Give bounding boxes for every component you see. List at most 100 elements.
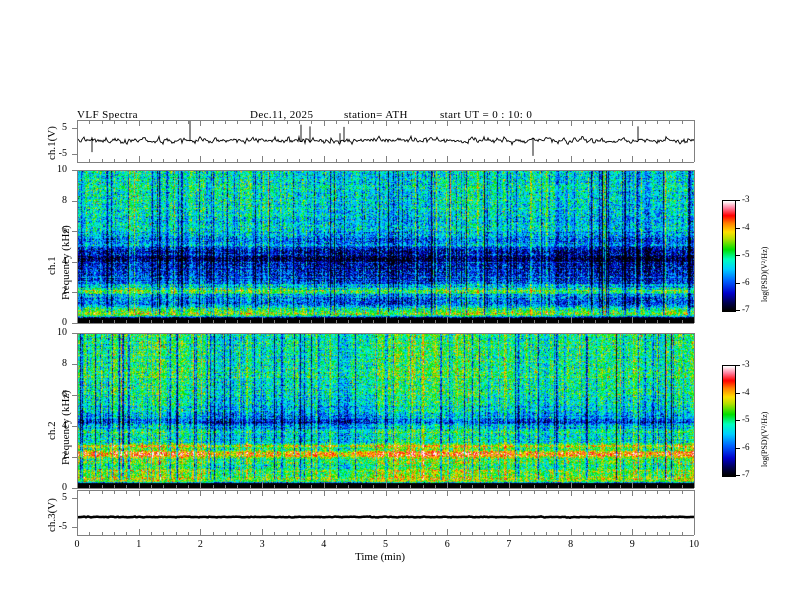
frequency-tick-label: 2	[62, 286, 67, 297]
x-tick	[681, 158, 683, 162]
y-tick	[72, 426, 77, 427]
x-tick	[508, 482, 510, 488]
colorbar-tick-label: -7	[742, 469, 750, 479]
x-tick	[632, 529, 634, 535]
x-tick	[570, 482, 572, 488]
x-tick	[545, 120, 547, 124]
x-tick	[200, 120, 202, 126]
x-tick	[274, 484, 276, 488]
ch2-panel-label: ch.2	[46, 421, 58, 440]
x-tick	[126, 319, 128, 323]
x-tick	[410, 490, 412, 494]
x-tick	[545, 490, 547, 494]
x-tick	[607, 158, 609, 162]
x-tick	[373, 158, 375, 162]
colorbar-tick	[736, 420, 740, 421]
x-tick	[694, 529, 695, 535]
x-tick	[410, 120, 412, 124]
x-tick	[681, 319, 683, 323]
x-tick	[212, 490, 214, 494]
x-tick	[656, 484, 658, 488]
y-tick	[72, 128, 77, 129]
frequency-tick-label: 6	[62, 389, 67, 400]
plot-title: VLF Spectra	[77, 109, 138, 121]
x-tick	[286, 120, 288, 124]
x-tick	[188, 120, 190, 124]
voltage-tick-label: 5	[62, 492, 67, 503]
x-tick	[545, 158, 547, 162]
colorbar-tick	[736, 200, 740, 201]
x-tick	[619, 120, 621, 124]
x-tick	[89, 120, 91, 124]
x-tick	[89, 319, 91, 323]
x-tick	[225, 158, 227, 162]
x-tick	[200, 482, 202, 488]
x-tick	[459, 120, 461, 124]
x-tick	[299, 490, 301, 494]
x-tick	[188, 531, 190, 535]
x-tick	[434, 531, 436, 535]
x-tick	[323, 490, 325, 496]
x-tick	[114, 158, 116, 162]
axis-line	[77, 170, 78, 323]
x-tick	[595, 158, 597, 162]
x-tick	[336, 120, 338, 124]
start-ut-label: start UT = 0 : 10: 0	[440, 109, 533, 121]
x-tick	[311, 490, 313, 494]
x-tick	[163, 158, 165, 162]
x-tick-label: 4	[321, 539, 327, 550]
x-tick	[348, 531, 350, 535]
x-tick	[632, 490, 634, 496]
x-tick	[138, 529, 140, 535]
x-tick	[286, 484, 288, 488]
x-tick	[138, 317, 140, 323]
x-tick	[570, 120, 572, 126]
x-tick	[360, 158, 362, 162]
x-tick	[459, 531, 461, 535]
x-tick	[114, 490, 116, 494]
x-tick	[385, 317, 387, 323]
ch3-voltage-axis-label: ch.3(V)	[46, 498, 58, 532]
axis-line	[694, 333, 695, 488]
x-tick	[422, 158, 424, 162]
x-tick	[262, 482, 264, 488]
x-tick	[644, 120, 646, 124]
x-tick	[484, 158, 486, 162]
axis-line	[694, 120, 695, 162]
x-tick	[163, 120, 165, 124]
x-tick	[533, 484, 535, 488]
x-tick	[582, 531, 584, 535]
colorbar-tick	[736, 255, 740, 256]
x-tick	[262, 120, 264, 126]
x-tick	[360, 120, 362, 124]
x-tick	[607, 484, 609, 488]
x-tick	[249, 531, 251, 535]
x-tick	[237, 484, 239, 488]
x-tick	[126, 490, 128, 494]
colorbar-tick-label: -4	[742, 387, 750, 397]
colorbar-tick	[736, 283, 740, 284]
x-tick	[286, 531, 288, 535]
x-tick	[101, 158, 103, 162]
x-tick	[200, 490, 202, 496]
x-tick	[249, 319, 251, 323]
axis-line	[77, 170, 694, 171]
x-tick	[101, 319, 103, 323]
x-tick	[151, 484, 153, 488]
x-tick	[484, 319, 486, 323]
x-tick	[373, 531, 375, 535]
x-tick	[521, 158, 523, 162]
colorbar-tick-label: -6	[742, 442, 750, 452]
x-tick	[262, 529, 264, 535]
colorbar-tick-label: -3	[742, 194, 750, 204]
x-tick	[607, 531, 609, 535]
x-tick	[360, 490, 362, 494]
x-tick	[694, 490, 695, 496]
x-tick	[397, 490, 399, 494]
x-tick	[397, 120, 399, 124]
axis-line	[77, 490, 78, 535]
x-tick	[397, 484, 399, 488]
x-tick	[373, 490, 375, 494]
x-tick-label: 5	[383, 539, 388, 550]
x-tick	[323, 120, 325, 126]
